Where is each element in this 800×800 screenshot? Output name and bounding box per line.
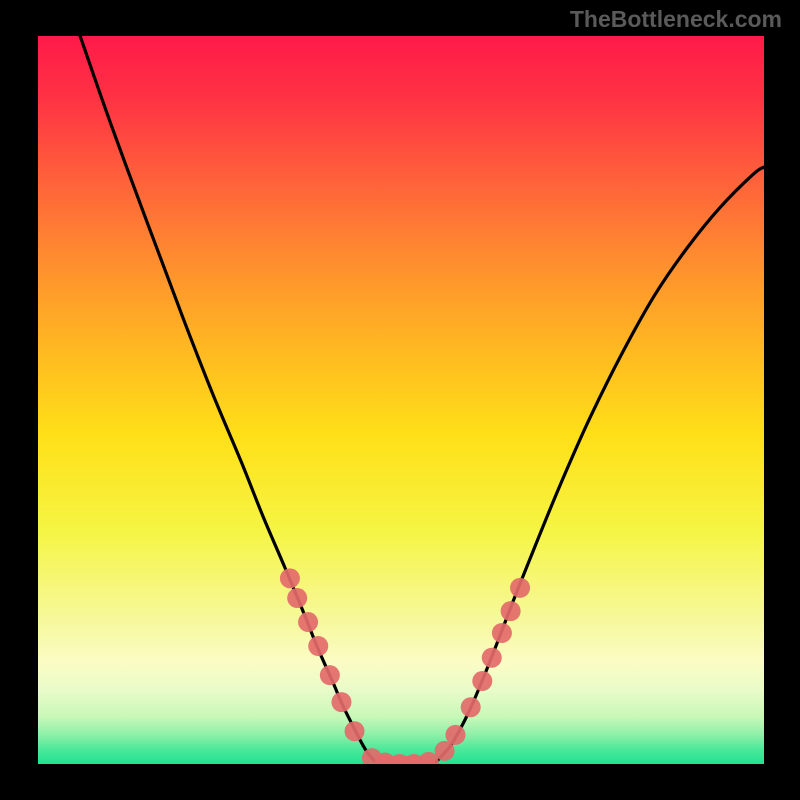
data-marker [482, 648, 502, 668]
data-marker [287, 588, 307, 608]
data-marker [445, 725, 465, 745]
watermark-text: TheBottleneck.com [570, 6, 782, 33]
data-marker [472, 671, 492, 691]
data-marker [320, 665, 340, 685]
data-marker [331, 692, 351, 712]
data-marker [492, 623, 512, 643]
data-marker [280, 568, 300, 588]
bottleneck-curve [80, 36, 764, 764]
chart-plot-area [38, 36, 764, 764]
data-marker [308, 636, 328, 656]
data-marker [510, 578, 530, 598]
data-marker [461, 697, 481, 717]
data-marker [298, 612, 318, 632]
data-marker [501, 601, 521, 621]
chart-curve-layer [38, 36, 764, 764]
data-marker [345, 721, 365, 741]
